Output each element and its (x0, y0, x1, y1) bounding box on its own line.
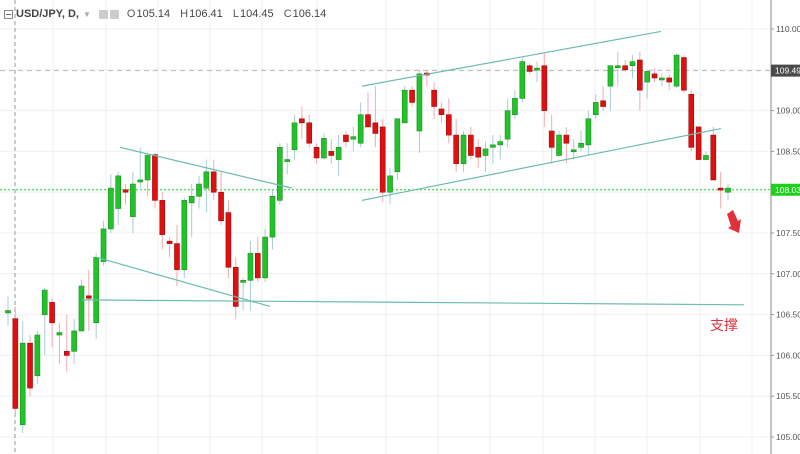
low-label: L (232, 8, 239, 20)
axis-tick-label: 105.00 (776, 432, 800, 442)
settings-icon[interactable] (109, 9, 119, 19)
low-value: 104.45 (239, 8, 274, 20)
high-label: H (180, 8, 189, 20)
open-value: 105.14 (136, 8, 171, 20)
grid (0, 0, 771, 454)
close-label: C (283, 8, 292, 20)
close-value: 106.14 (292, 8, 327, 20)
axis-tick-label: 105.50 (776, 391, 800, 401)
axis-tick-label: 110.00 (776, 24, 800, 34)
descending-channel-upper-line[interactable] (119, 146, 293, 189)
axis-tick-label: 109.00 (776, 106, 800, 116)
price-axis[interactable]: 110.00 109.00 108.50 107.50 107.00 106.50 106.… (770, 0, 800, 454)
collapse-legend-icon[interactable] (4, 9, 13, 19)
price-marker-label: 108.03 (775, 185, 800, 195)
support-annotation-label: 支撑 (710, 318, 738, 334)
axis-tick-label: 106.50 (776, 310, 800, 320)
symbol-label[interactable]: USD/JPY, D, (16, 8, 79, 20)
ascending-channel-lower-line[interactable] (361, 127, 722, 201)
support-line-line[interactable] (81, 299, 745, 306)
axis-tick-label: 107.50 (776, 228, 800, 238)
axis-tick-label: 107.00 (776, 269, 800, 279)
axis-tick-label: 108.50 (776, 146, 800, 156)
trendlines[interactable] (81, 30, 745, 308)
chart-legend: USD/JPY, D, ▼ O105.14 H106.41 L104.45 C1… (4, 6, 333, 22)
ascending-channel-upper-line[interactable] (361, 30, 662, 87)
open-label: O (126, 8, 136, 20)
chevron-down-icon[interactable]: ▼ (82, 9, 91, 19)
axis-tick-label: 106.00 (776, 350, 800, 360)
annotation: 支撑 (710, 210, 741, 334)
candles (5, 51, 731, 433)
visibility-icon[interactable] (98, 9, 108, 19)
descending-channel-lower-line[interactable] (96, 256, 271, 308)
price-marker-label: 109.49 (775, 66, 800, 76)
high-value: 106.41 (189, 8, 223, 20)
down-right-arrow-icon (727, 210, 741, 233)
ohlc-values: O105.14 H106.41 L104.45 C106.14 (127, 8, 333, 20)
